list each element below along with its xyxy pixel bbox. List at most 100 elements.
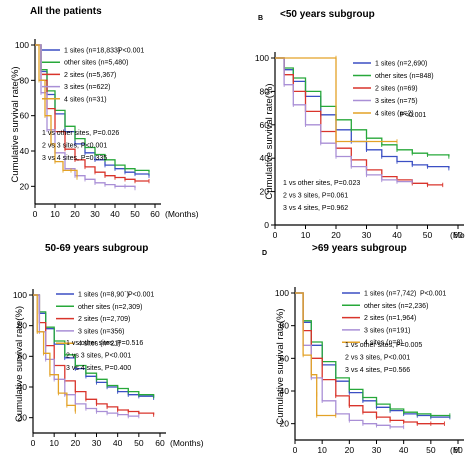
legend-label: 1 sites (n=2,690) (375, 61, 427, 68)
x-tick-label: 60 (155, 438, 165, 448)
x-tick-label: 0 (273, 230, 278, 240)
legend-label: 1 sites (n=18,833) (64, 48, 120, 55)
x-tick-label: 40 (110, 209, 120, 219)
x-tick-label: 40 (113, 438, 123, 448)
legend-label: 3 sites (n=622) (64, 84, 111, 91)
y-tick-label: 100 (275, 288, 289, 298)
x-tick-label: 60 (150, 209, 160, 219)
chart-panel-2: <50 years subgroup B 0 10 20 30 40 50 60 100 80 60 4… (255, 9, 465, 240)
x-tick-label: 30 (362, 230, 372, 240)
legend-label: 3 sites (n=75) (375, 98, 418, 105)
x-tick-label: 10 (317, 445, 327, 455)
comparison-annotation: 1 vs other sites, P=0.026 (42, 130, 119, 137)
chart-title: All the patients (30, 6, 102, 17)
x-tick-label: 50 (426, 445, 436, 455)
y-axis-label: Cumulative survival rate(%) (10, 66, 21, 182)
x-tick-label: 60 (453, 445, 463, 455)
legend-p-value: P<0.001 (420, 291, 446, 298)
y-tick-label: 80 (20, 75, 30, 85)
legend-label: other sites (n=2,309) (78, 304, 142, 311)
y-tick-label: 80 (18, 321, 28, 331)
comparison-annotation: 3 vs 4 sites, P=0.566 (345, 367, 410, 374)
series-line-4-sites (295, 292, 336, 417)
x-tick-label: 20 (345, 445, 355, 455)
panel-letter: D (262, 250, 267, 257)
x-tick-label: 10 (49, 438, 59, 448)
x-tick-label: 20 (70, 209, 80, 219)
y-tick-label: 20 (20, 181, 30, 191)
y-tick-label: 60 (280, 353, 290, 363)
y-axis-label: Cumulative survival rate(%) (275, 308, 286, 424)
series-line-4-sites (275, 57, 397, 143)
y-tick-label: 40 (20, 146, 30, 156)
x-axis-unit-label: (Months) (165, 209, 199, 219)
chart-title: <50 years subgroup (280, 9, 375, 20)
legend-label: other sites (n=5,480) (64, 60, 128, 67)
legend-label: 3 sites (n=356) (78, 328, 125, 335)
legend-p-value: P<0.001 (400, 112, 426, 119)
y-axis-label: Cumulative survival rate(%) (264, 83, 275, 199)
legend-label: other sites (n=2,236) (364, 303, 428, 310)
x-tick-label: 20 (71, 438, 81, 448)
x-tick-label: 0 (293, 445, 298, 455)
y-tick-label: 80 (280, 321, 290, 331)
x-tick-label: 40 (392, 230, 402, 240)
comparison-annotation: 3 vs 4 sites, P=0.400 (66, 365, 131, 372)
chart-title: 50-69 years subgroup (45, 243, 148, 254)
comparison-annotation: 1 vs other sites, P=0.005 (345, 342, 422, 349)
chart-title: >69 years subgroup (312, 243, 407, 254)
legend-p-value: P<0.001 (118, 48, 144, 55)
panel-letter: B (258, 15, 263, 22)
legend-label: 2 sites (n=5,367) (64, 72, 116, 79)
x-tick-label: 60 (453, 230, 463, 240)
chart-panel-3: 50-69 years subgroup 0 10 20 30 40 50 60 100 80 60… (13, 243, 204, 448)
y-tick-label: 40 (260, 153, 270, 163)
x-tick-label: 50 (134, 438, 144, 448)
x-axis-unit-label: (Months) (170, 438, 204, 448)
y-tick-label: 40 (18, 382, 28, 392)
y-tick-label: 60 (18, 351, 28, 361)
y-tick-label: 40 (280, 386, 290, 396)
y-tick-label: 20 (18, 413, 28, 423)
x-tick-label: 50 (423, 230, 433, 240)
legend-label: 2 sites (n=2,709) (78, 316, 130, 323)
y-tick-label: 80 (260, 86, 270, 96)
series-line-4-sites (35, 44, 78, 178)
legend-label: 4 sites (n=31) (64, 96, 107, 103)
legend-label: 1 sites (n=8,90`) (78, 292, 129, 299)
x-tick-label: 40 (399, 445, 409, 455)
x-tick-label: 10 (301, 230, 311, 240)
comparison-annotation: 1 vs other sites, P=0.516 (66, 340, 143, 347)
legend-label: 3 sites (n=191) (364, 327, 411, 334)
y-tick-label: 100 (255, 53, 269, 63)
y-tick-label: 100 (13, 290, 27, 300)
legend-label: 4 sites (n=2) (375, 111, 414, 118)
y-tick-label: 20 (280, 419, 290, 429)
legend-label: 2 sites (n=69) (375, 86, 418, 93)
x-tick-label: 30 (92, 438, 102, 448)
y-axis-label: Cumulative survival rate(%) (14, 306, 25, 422)
y-tick-label: 100 (15, 40, 29, 50)
y-tick-label: 0 (264, 220, 269, 230)
comparison-annotation: 2 vs 3 sites, P<0.001 (345, 355, 410, 362)
comparison-annotation: 3 vs 4 sites, P=0.962 (283, 205, 348, 212)
x-tick-label: 10 (50, 209, 60, 219)
chart-panel-4: >69 years subgroup D 0 10 20 30 40 50 60 100 80 60 4… (262, 243, 464, 455)
comparison-annotation: 2 vs 3 sites, P<0.001 (66, 353, 131, 360)
x-tick-label: 0 (31, 438, 36, 448)
comparison-annotation: 2 vs 3 sites, P<0.001 (42, 143, 107, 150)
x-tick-label: 30 (90, 209, 100, 219)
x-tick-label: 0 (33, 209, 38, 219)
legend-label: 1 sites (n=7,742) (364, 291, 416, 298)
x-axis-unit-label: (M (450, 445, 460, 455)
comparison-annotation: 3 vs 4 sites, P=0.335 (42, 155, 107, 162)
comparison-annotation: 1 vs other sites, P=0.023 (283, 180, 360, 187)
comparison-annotation: 2 vs 3 sites, P=0.061 (283, 193, 348, 200)
series-line-3-sites (295, 292, 404, 428)
legend-label: 2 sites (n=1,964) (364, 315, 416, 322)
x-tick-label: 20 (331, 230, 341, 240)
y-tick-label: 20 (260, 187, 270, 197)
legend-label: 4 sites (n=21) (78, 341, 121, 348)
y-tick-label: 60 (20, 111, 30, 121)
